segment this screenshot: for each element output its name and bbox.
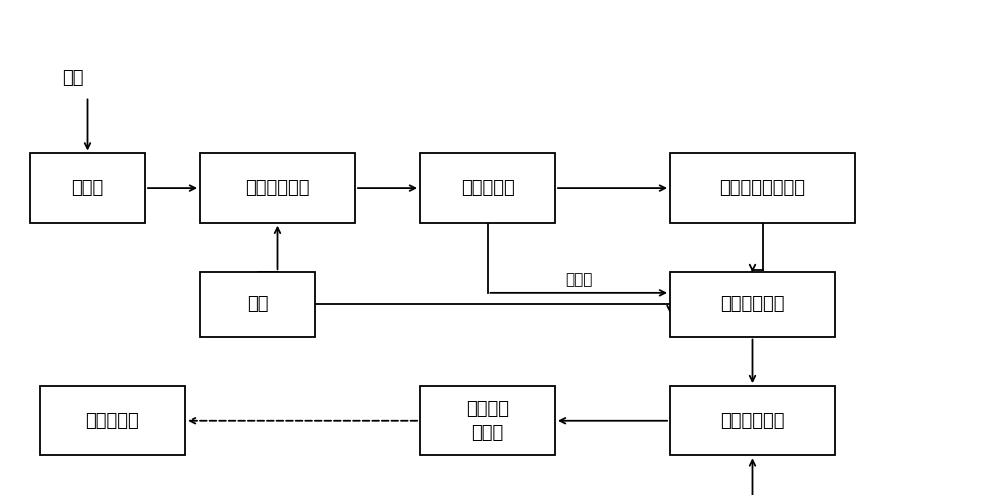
Text: 沸石: 沸石 [62,69,84,87]
Bar [670,386,835,455]
Bar [670,153,855,223]
Text: 固体废物
焚烧炉: 固体废物 焚烧炉 [466,400,509,442]
Bar [670,272,835,337]
Bar [200,153,355,223]
Text: 密相气力输送: 密相气力输送 [245,179,310,197]
Text: 文丘里射流器: 文丘里射流器 [720,296,785,313]
Bar [40,386,185,455]
Bar [30,153,145,223]
Text: 分离风: 分离风 [565,272,592,287]
Text: 渗滤液喷射器: 渗滤液喷射器 [720,412,785,430]
Text: 圆盘式计量给料机: 圆盘式计量给料机 [720,179,806,197]
Bar [200,272,315,337]
Bar [420,153,555,223]
Text: 风机: 风机 [247,296,268,313]
Text: 旋风分离器: 旋风分离器 [461,179,514,197]
Bar [420,386,555,455]
Text: 微粉磨: 微粉磨 [71,179,104,197]
Text: 袋式除尘器: 袋式除尘器 [86,412,139,430]
